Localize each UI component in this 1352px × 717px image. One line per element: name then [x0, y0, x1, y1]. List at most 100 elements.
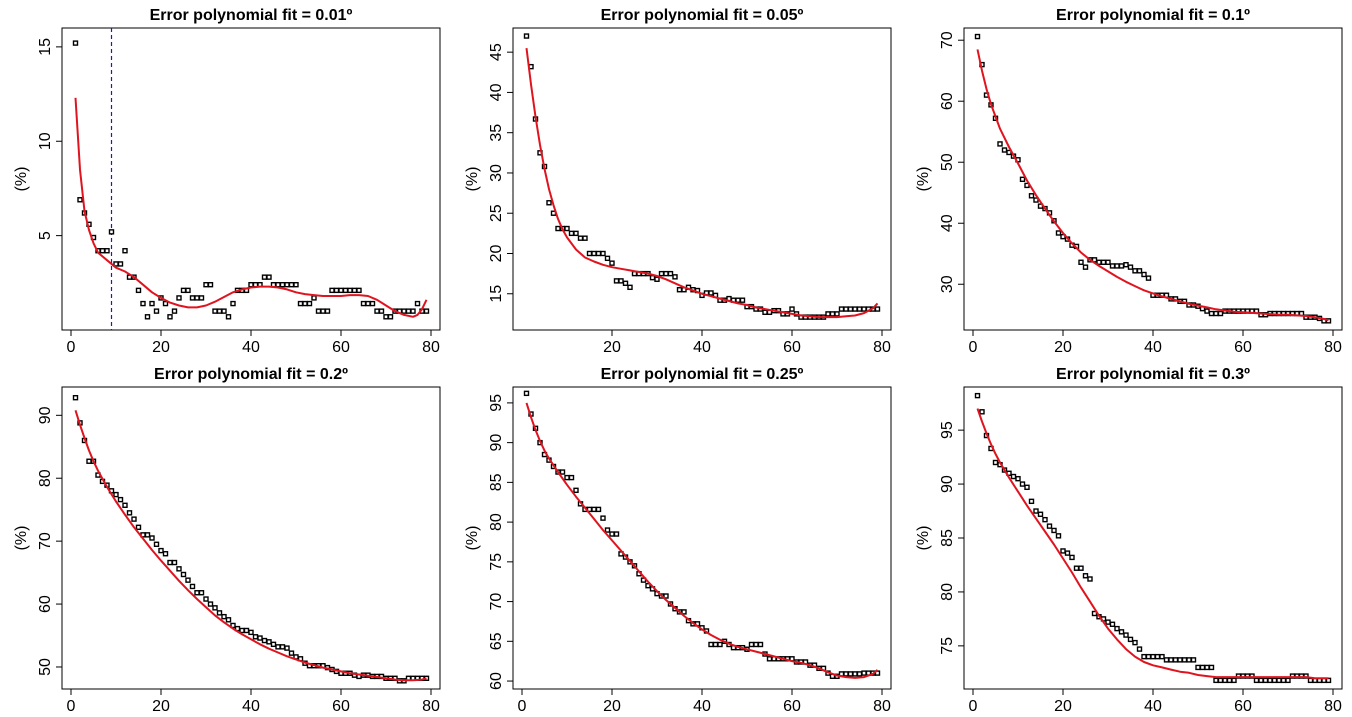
data-point — [423, 308, 430, 314]
fit-curve — [976, 408, 1329, 680]
data-point — [306, 300, 313, 307]
x-tick-label: 60 — [1234, 339, 1252, 356]
data-point — [573, 487, 579, 494]
y-tick-label: 90 — [37, 406, 54, 424]
data-point — [315, 308, 322, 314]
data-point — [974, 392, 981, 399]
data-point — [248, 282, 254, 288]
data-point — [1181, 657, 1188, 663]
data-point — [383, 314, 389, 320]
data-point — [1109, 621, 1116, 627]
data-point — [1271, 677, 1278, 684]
y-tick-label: 70 — [488, 593, 505, 611]
data-point — [279, 282, 286, 288]
data-point — [1204, 308, 1210, 314]
data-point — [564, 474, 570, 481]
y-axis-label: (%) — [13, 526, 30, 551]
y-tick-label: 90 — [939, 475, 956, 493]
data-point — [1141, 653, 1147, 660]
data-point — [838, 306, 845, 312]
data-point — [149, 535, 155, 541]
data-point — [243, 627, 250, 634]
y-tick-label: 25 — [488, 204, 505, 222]
data-point — [523, 33, 530, 39]
data-point — [1087, 576, 1093, 582]
data-point — [1213, 310, 1219, 317]
data-point — [135, 524, 142, 531]
data-point — [1051, 527, 1057, 534]
chart-title: Error polynomial fit = 0.01º — [150, 7, 353, 24]
data-point — [270, 641, 277, 648]
data-point — [198, 295, 205, 301]
x-tick-label: 60 — [332, 698, 350, 715]
x-tick-label: 60 — [332, 339, 350, 356]
data-point — [185, 287, 191, 294]
data-point — [1046, 523, 1053, 529]
data-point — [1195, 664, 1201, 671]
y-tick-label: 60 — [939, 92, 956, 110]
chart-panel: Error polynomial fit = 0.05º (%) 20 40 60 80 1… — [451, 0, 901, 358]
data-point — [162, 551, 169, 557]
data-point — [1231, 677, 1237, 684]
data-point — [1186, 657, 1192, 663]
data-point — [284, 645, 290, 651]
x-tick-label: 40 — [693, 339, 711, 356]
chart-svg: Error polynomial fit = 0.2º (%) 0 20 40 60 80 5… — [13, 366, 441, 715]
data-point — [663, 270, 669, 277]
chart-title: Error polynomial fit = 0.2º — [154, 366, 348, 383]
data-point — [843, 306, 849, 312]
data-point — [207, 282, 214, 288]
data-point — [225, 314, 232, 320]
data-point — [279, 644, 286, 650]
data-point — [789, 306, 795, 312]
plot-frame — [512, 27, 892, 331]
data-point — [1078, 565, 1084, 571]
x-tick-label: 20 — [152, 339, 170, 356]
data-point — [347, 287, 353, 294]
x-tick-label: 20 — [603, 698, 621, 715]
data-point — [708, 641, 714, 648]
data-point — [568, 474, 575, 481]
data-point — [1055, 230, 1062, 236]
data-point — [360, 300, 367, 307]
data-point — [1037, 511, 1044, 517]
data-point — [1069, 554, 1075, 561]
data-point — [1073, 565, 1080, 571]
data-point — [180, 571, 187, 578]
data-point — [1168, 657, 1174, 663]
chart-panel: Error polynomial fit = 0.1º (%) 0 20 40 60 80 3… — [902, 0, 1352, 358]
data-point — [613, 531, 620, 537]
data-point — [622, 280, 629, 286]
data-point — [577, 235, 584, 241]
data-point — [658, 270, 665, 277]
chart-title: Error polynomial fit = 0.25º — [601, 366, 804, 383]
y-tick-label: 40 — [488, 83, 505, 101]
data-point — [1118, 263, 1125, 269]
data-point — [86, 458, 92, 464]
data-point — [609, 531, 615, 537]
data-point — [230, 300, 236, 307]
data-point — [559, 469, 566, 475]
y-tick-label: 5 — [37, 231, 54, 240]
data-point — [171, 559, 178, 566]
data-point — [582, 235, 588, 241]
chart-svg: Error polynomial fit = 0.1º (%) 0 20 40 60 80 3… — [915, 7, 1343, 356]
data-point — [72, 40, 79, 46]
y-tick-label: 50 — [37, 658, 54, 676]
y-tick-label: 10 — [37, 132, 54, 150]
x-tick-label: 80 — [873, 339, 891, 356]
data-point — [1217, 310, 1224, 317]
data-point — [1285, 677, 1291, 684]
data-point — [1136, 268, 1143, 274]
x-tick-label: 0 — [67, 339, 76, 356]
data-point — [1159, 653, 1165, 660]
data-point — [275, 282, 281, 288]
data-point — [861, 306, 867, 312]
y-axis-label: (%) — [464, 167, 481, 192]
data-point — [604, 527, 611, 533]
chart-title: Error polynomial fit = 0.3º — [1056, 366, 1250, 383]
data-point — [1015, 475, 1021, 482]
data-point — [99, 248, 106, 254]
data-point — [654, 276, 660, 282]
x-tick-label: 80 — [1324, 698, 1342, 715]
